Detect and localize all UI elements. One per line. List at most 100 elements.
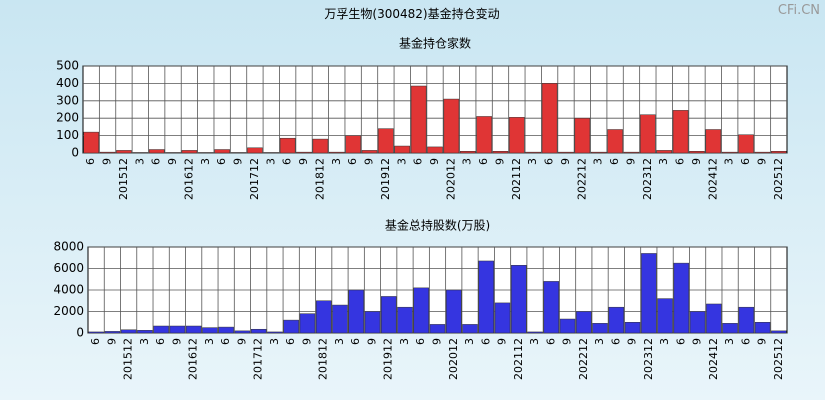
x-tick-label: 202312 [642, 338, 655, 380]
bar [771, 330, 787, 334]
x-tick-label: 201612 [187, 338, 200, 380]
bar [476, 116, 492, 154]
x-tick-label: 9 [561, 338, 574, 345]
bar [214, 149, 230, 154]
bar [754, 322, 771, 334]
x-tick-label: 9 [101, 158, 114, 165]
bar [706, 303, 722, 334]
x-tick-label: 9 [691, 338, 704, 345]
bar [104, 331, 121, 334]
bar [543, 281, 560, 334]
x-tick-label: 3 [133, 158, 146, 165]
x-tick-label: 3 [398, 338, 411, 345]
x-tick-label: 202112 [510, 158, 523, 200]
x-tick-label: 6 [219, 338, 232, 345]
x-tick-label: 202512 [772, 158, 785, 200]
x-tick-label: 9 [624, 158, 637, 165]
y-tick-label: 200 [56, 111, 79, 125]
watermark: CFi.CN [778, 3, 820, 18]
x-tick-label: 3 [657, 158, 670, 165]
bar [169, 325, 186, 334]
x-tick-label: 3 [330, 158, 343, 165]
bar [607, 129, 623, 154]
bar [478, 260, 494, 334]
x-tick-label: 6 [150, 158, 163, 165]
x-tick-label: 9 [365, 338, 378, 345]
x-tick-label: 6 [674, 338, 687, 345]
x-tick-label: 3 [199, 158, 212, 165]
bar [509, 117, 525, 154]
x-tick-label: 9 [626, 338, 639, 345]
bar [492, 151, 509, 154]
bar [202, 327, 218, 334]
x-tick-label: 3 [723, 158, 736, 165]
x-tick-label: 6 [543, 158, 556, 165]
bar [494, 302, 511, 334]
bar [364, 311, 381, 334]
bar [413, 287, 429, 334]
bar [641, 253, 657, 334]
x-tick-label: 201512 [122, 338, 135, 380]
bar [592, 323, 608, 334]
x-tick-label: 6 [84, 158, 97, 165]
x-tick-label: 9 [755, 158, 768, 165]
x-tick-label: 6 [609, 338, 622, 345]
x-tick-label: 201812 [317, 338, 330, 380]
bar [738, 134, 754, 154]
bar [312, 138, 329, 154]
x-tick-label: 3 [461, 158, 474, 165]
bar [689, 311, 706, 334]
y-tick-label: 8000 [53, 240, 84, 254]
bar [410, 85, 427, 154]
bar [722, 323, 738, 334]
x-tick-label: 6 [349, 338, 362, 345]
x-tick-label: 201612 [182, 158, 195, 200]
y-tick-label: 0 [71, 146, 79, 160]
x-tick-label: 202212 [577, 338, 590, 380]
bar [378, 128, 394, 154]
y-tick-label: 2000 [53, 304, 84, 318]
bar [299, 313, 316, 334]
bar [541, 83, 558, 154]
x-tick-label: 202212 [575, 158, 588, 200]
bar [721, 151, 738, 154]
y-tick-label: 4000 [53, 283, 84, 297]
x-tick-label: 202512 [772, 338, 785, 380]
y-tick-label: 300 [56, 93, 79, 107]
bar [574, 117, 591, 154]
bar [673, 262, 690, 334]
x-tick-label: 201912 [379, 158, 392, 200]
bar [705, 129, 722, 154]
x-tick-label: 6 [479, 338, 492, 345]
bar [361, 150, 378, 154]
x-tick-label: 3 [268, 338, 281, 345]
x-tick-label: 3 [138, 338, 151, 345]
x-tick-label: 3 [592, 158, 605, 165]
bar [315, 300, 332, 334]
x-tick-label: 6 [739, 338, 752, 345]
bar [263, 152, 280, 154]
x-tick-label: 201912 [382, 338, 395, 380]
bar [279, 137, 296, 154]
x-tick-label: 202112 [512, 338, 525, 380]
bar [429, 324, 446, 334]
x-tick-label: 9 [559, 158, 572, 165]
bar [267, 331, 283, 334]
x-tick-label: 9 [232, 158, 245, 165]
x-tick-label: 3 [526, 158, 539, 165]
bar [234, 330, 251, 334]
bar [88, 331, 104, 334]
x-tick-label: 202012 [447, 338, 460, 380]
x-tick-label: 201512 [117, 158, 130, 200]
bar [348, 289, 364, 334]
bar [332, 304, 348, 334]
bar [559, 318, 576, 334]
bar [250, 328, 267, 334]
bar [558, 151, 574, 154]
chart-title: 万孚生物(300482)基金持仓变动 [324, 6, 499, 21]
x-tick-label: 9 [428, 158, 441, 165]
x-tick-label: 6 [544, 338, 557, 345]
chart-subtitle: 基金持仓家数 [399, 36, 471, 51]
bar [590, 151, 607, 154]
